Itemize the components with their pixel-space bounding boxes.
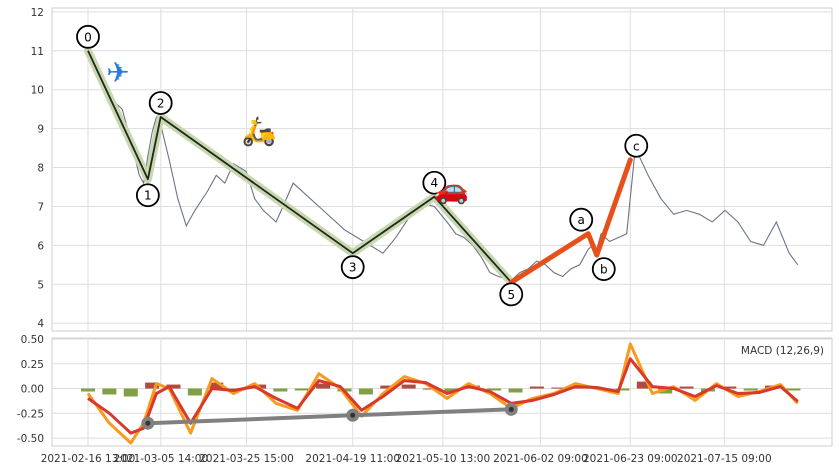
wave-label-text: 5: [507, 288, 515, 302]
wave-label-circle: [340, 255, 365, 280]
macd-histogram-bar: [380, 385, 395, 389]
car-icon: 🚗: [434, 173, 469, 206]
wave-label-1: 1: [135, 183, 160, 208]
macd-histogram-bar: [81, 388, 95, 392]
macd-histogram-bar: [636, 381, 651, 389]
macd-histogram-bar: [615, 388, 630, 391]
wave-label-circle: [76, 24, 100, 49]
divergence-marker-dot: [508, 406, 514, 412]
wave-label-circle: [148, 91, 173, 115]
wave-label-text: 2: [157, 96, 165, 110]
x-tick-label: 2021-06-23 09:00: [583, 453, 678, 465]
x-tick-label: 2021-06-02 09:00: [493, 453, 588, 465]
price-y-tick-label: 6: [37, 240, 44, 252]
price-panel-frame: [51, 7, 833, 332]
macd-histogram-bar: [551, 387, 566, 389]
price-series-line: [87, 54, 799, 282]
macd-y-tick-label: 0.00: [21, 384, 44, 396]
wave-label-circle: [135, 183, 160, 208]
wave-label-c: c: [624, 133, 649, 158]
price-y-tick-label: 12: [31, 7, 44, 19]
macd-histogram-bar: [166, 384, 181, 389]
macd-histogram-bar: [209, 382, 224, 389]
x-tick-label: 2021-04-19 11:00: [305, 453, 400, 465]
wave-label-a: a: [569, 207, 594, 232]
scooter-icon: 🛵: [242, 114, 277, 147]
macd-y-tick-label: 0.25: [21, 359, 44, 371]
macd-histogram-bar: [145, 382, 160, 389]
wave-label-text: a: [578, 213, 585, 227]
price-y-tick-label: 9: [37, 124, 44, 136]
macd-histogram-bar: [102, 388, 117, 395]
macd-histogram-bar: [679, 386, 694, 389]
wave-label-b: b: [591, 257, 616, 282]
wave-label-text: 4: [430, 176, 438, 190]
x-tick-label: 2021-05-10 13:00: [396, 453, 491, 465]
macd-histogram-bar: [786, 388, 801, 391]
wave-label-circle: [422, 170, 447, 195]
price-y-tick-label: 5: [37, 279, 44, 291]
divergence-marker-dot: [350, 412, 356, 418]
wave-label-2: 2: [148, 91, 173, 115]
wave-label-text: 1: [144, 189, 152, 203]
macd-histogram-bar: [529, 386, 544, 389]
price-y-tick-label: 10: [31, 85, 44, 97]
wave-impulse-line: [87, 50, 512, 284]
wave-label-circle: [591, 257, 616, 282]
macd-histogram-bar: [187, 388, 202, 396]
macd-histogram-bar: [316, 383, 331, 389]
wave-label-text: c: [633, 139, 640, 153]
divergence-marker-dot: [145, 420, 151, 426]
wave-label-4: 4: [422, 170, 447, 195]
macd-legend-label: MACD (12,26,9): [741, 345, 824, 357]
macd-y-tick-label: -0.25: [17, 408, 44, 420]
macd-histogram-bar: [508, 388, 523, 393]
macd-histogram-bar: [658, 388, 673, 394]
macd-histogram-bar: [423, 388, 438, 390]
wave-label-0: 0: [76, 24, 100, 49]
macd-y-tick-label: 0.50: [21, 334, 44, 346]
wave-label-3: 3: [340, 255, 365, 280]
macd-histogram-bar: [722, 386, 737, 389]
wave-label-5: 5: [499, 282, 524, 307]
airplane-icon: ✈: [106, 56, 129, 89]
x-tick-label: 2021-03-05 14:00: [114, 453, 209, 465]
x-tick-label: 2021-07-15 09:00: [677, 453, 772, 465]
macd-histogram-bar: [401, 384, 416, 389]
price-y-tick-label: 7: [37, 201, 44, 213]
wave-label-circle: [569, 207, 594, 232]
macd-histogram-bar: [487, 388, 502, 391]
macd-histogram-bar: [358, 388, 373, 395]
macd-histogram-bar: [273, 388, 288, 392]
macd-histogram-bar: [294, 388, 309, 391]
wave-label-circle: [499, 282, 524, 307]
price-y-tick-label: 11: [31, 46, 44, 58]
price-y-tick-label: 8: [37, 163, 44, 175]
wave-correction-line: [508, 157, 633, 285]
wave-label-circle: [624, 133, 649, 158]
macd-y-tick-label: -0.50: [17, 433, 44, 445]
x-tick-label: 2021-03-25 15:00: [199, 453, 294, 465]
macd-histogram-bar: [743, 388, 758, 391]
wave-label-text: 0: [84, 30, 92, 44]
wave-label-text: b: [600, 263, 608, 277]
wave-label-text: 3: [349, 261, 357, 275]
macd-histogram-bar: [123, 388, 138, 397]
signal-line: [87, 357, 799, 435]
macd-histogram-bar: [444, 388, 459, 393]
price-y-tick-label: 4: [37, 318, 44, 330]
x-tick-label: 2021-02-16 13:00: [41, 453, 136, 465]
